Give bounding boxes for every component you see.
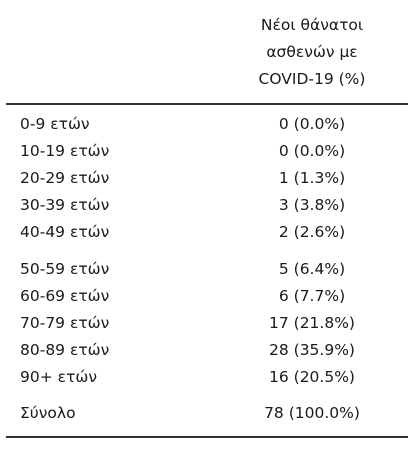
deaths-by-age-table: Νέοι θάνατοι ασθενών με COVID-19 (%) 0-9…	[6, 0, 408, 456]
header-divider	[6, 103, 408, 105]
row-label: 0-9 ετών	[20, 115, 90, 133]
row-label: 70-79 ετών	[20, 314, 110, 332]
table-row-age-10-19: 10-19 ετών 0 (0.0%)	[6, 138, 408, 164]
table-row-age-90-plus: 90+ ετών 16 (20.5%)	[6, 364, 408, 390]
table-row-total: Σύνολο 78 (100.0%)	[6, 400, 408, 426]
row-label: 20-29 ετών	[20, 169, 110, 187]
row-value: 0 (0.0%)	[278, 115, 346, 133]
row-label: 50-59 ετών	[20, 260, 110, 278]
row-label: 60-69 ετών	[20, 287, 110, 305]
row-value: 6 (7.7%)	[278, 287, 346, 305]
row-value: 0 (0.0%)	[278, 142, 346, 160]
row-label: 40-49 ετών	[20, 223, 110, 241]
column-header-line-3: COVID-19 (%)	[258, 70, 366, 88]
table-row-age-30-39: 30-39 ετών 3 (3.8%)	[6, 192, 408, 218]
table-row-age-80-89: 80-89 ετών 28 (35.9%)	[6, 337, 408, 363]
row-value: 16 (20.5%)	[269, 368, 355, 386]
row-value: 2 (2.6%)	[278, 223, 346, 241]
table-row-age-20-29: 20-29 ετών 1 (1.3%)	[6, 165, 408, 191]
table-row-age-40-49: 40-49 ετών 2 (2.6%)	[6, 219, 408, 245]
row-label: 10-19 ετών	[20, 142, 110, 160]
row-value: 1 (1.3%)	[278, 169, 346, 187]
table-row-age-60-69: 60-69 ετών 6 (7.7%)	[6, 283, 408, 309]
row-value: 3 (3.8%)	[278, 196, 346, 214]
table-row-age-0-9: 0-9 ετών 0 (0.0%)	[6, 111, 408, 137]
row-label: 80-89 ετών	[20, 341, 110, 359]
table-bottom-rule	[6, 436, 408, 438]
total-label: Σύνολο	[20, 404, 76, 422]
table-row-age-50-59: 50-59 ετών 5 (6.4%)	[6, 256, 408, 282]
row-value: 28 (35.9%)	[269, 341, 355, 359]
column-header-new-deaths: Νέοι θάνατοι ασθενών με COVID-19 (%)	[232, 12, 392, 93]
column-header-line-2: ασθενών με	[266, 43, 358, 61]
row-label: 30-39 ετών	[20, 196, 110, 214]
row-value: 17 (21.8%)	[269, 314, 355, 332]
row-label: 90+ ετών	[20, 368, 97, 386]
total-value: 78 (100.0%)	[264, 404, 360, 422]
row-value: 5 (6.4%)	[278, 260, 346, 278]
column-header-line-1: Νέοι θάνατοι	[260, 16, 364, 34]
table-row-age-70-79: 70-79 ετών 17 (21.8%)	[6, 310, 408, 336]
